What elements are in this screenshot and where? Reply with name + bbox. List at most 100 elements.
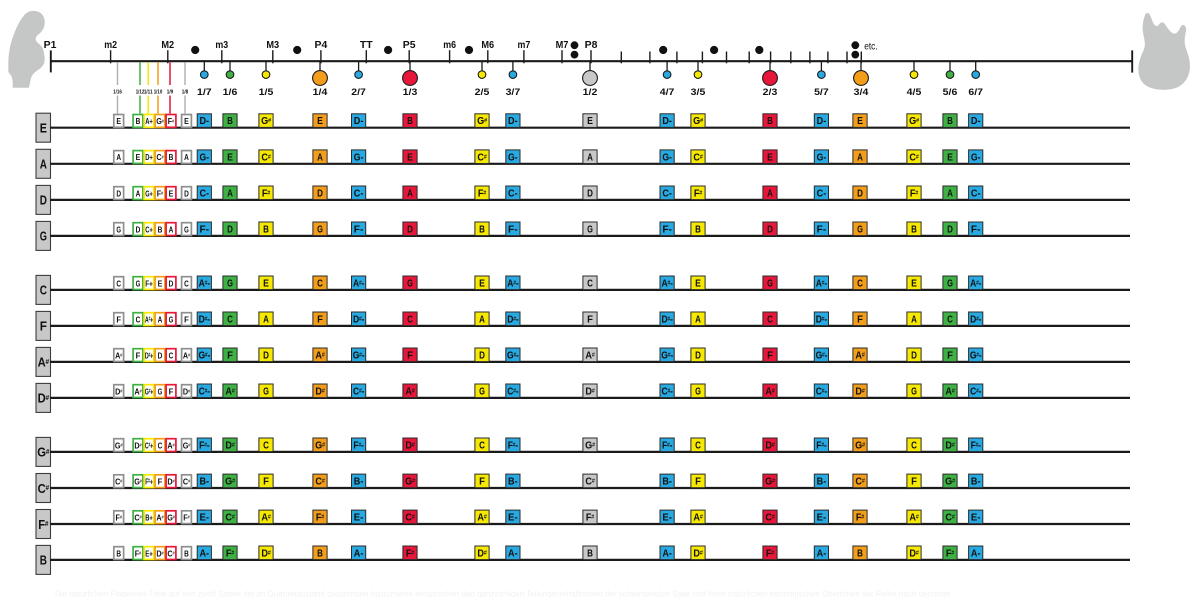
svg-text:D#: D# (477, 548, 486, 559)
svg-text:C#: C# (38, 481, 50, 496)
svg-text:C: C (767, 314, 773, 325)
svg-text:B-: B- (817, 477, 827, 488)
svg-text:A#: A# (477, 512, 486, 523)
svg-text:A+: A+ (145, 116, 153, 126)
svg-text:A#: A# (225, 386, 234, 397)
svg-text:A#+: A#+ (145, 314, 153, 325)
svg-text:B: B (911, 224, 917, 235)
svg-text:F#: F# (766, 548, 774, 559)
svg-text:F#-: F#- (971, 440, 981, 451)
svg-text:C#: C# (183, 477, 191, 487)
svg-text:F: F (587, 314, 593, 325)
svg-text:C#: C# (945, 512, 954, 523)
svg-text:F#: F# (38, 517, 48, 532)
svg-text:B: B (263, 224, 269, 235)
svg-text:F#: F# (856, 512, 864, 523)
svg-text:C#: C# (315, 476, 324, 487)
svg-text:F: F (479, 477, 485, 488)
svg-text:F: F (136, 350, 141, 360)
svg-text:A: A (947, 188, 953, 199)
svg-text:4/7: 4/7 (660, 87, 675, 98)
svg-text:C#: C# (909, 152, 918, 163)
svg-text:A#-: A#- (662, 278, 673, 289)
svg-text:D: D (947, 224, 953, 235)
svg-text:G: G (184, 224, 189, 234)
svg-text:F#-: F#- (199, 440, 209, 451)
svg-text:1/4: 1/4 (313, 87, 328, 98)
svg-text:G#: G# (909, 116, 919, 127)
svg-text:D: D (767, 224, 773, 235)
svg-text:D: D (857, 188, 863, 199)
svg-text:5/7: 5/7 (814, 87, 829, 98)
svg-text:TT: TT (360, 40, 373, 51)
svg-text:2/7: 2/7 (351, 87, 366, 98)
svg-text:2/5: 2/5 (475, 87, 490, 98)
svg-text:C: C (479, 440, 485, 451)
svg-text:E: E (184, 116, 189, 126)
svg-text:G-: G- (508, 152, 518, 163)
svg-text:C: C (911, 440, 917, 451)
svg-text:E: E (407, 152, 413, 163)
svg-text:G#: G# (37, 445, 49, 460)
svg-text:D#: D# (156, 549, 164, 559)
svg-text:G-: G- (971, 152, 981, 163)
svg-text:D#-: D#- (353, 314, 364, 325)
svg-text:C#: C# (855, 476, 864, 487)
svg-text:m7: m7 (518, 40, 531, 51)
svg-text:A#: A# (183, 351, 191, 361)
svg-text:G#: G# (855, 440, 865, 451)
svg-text:A: A (136, 188, 141, 198)
svg-text:B: B (227, 116, 233, 127)
svg-text:A: A (116, 152, 121, 162)
svg-text:G: G (587, 224, 593, 235)
svg-text:D#-: D#- (199, 314, 210, 325)
svg-text:B: B (695, 224, 701, 235)
svg-text:D-: D- (199, 116, 209, 127)
svg-text:F#: F# (586, 512, 594, 523)
svg-text:A#: A# (156, 513, 164, 523)
svg-text:C#-: C#- (199, 386, 210, 397)
svg-text:C#: C# (225, 512, 234, 523)
svg-text:F-: F- (199, 224, 209, 235)
svg-text:D: D (479, 350, 485, 361)
svg-text:E: E (136, 152, 141, 162)
svg-text:F: F (169, 386, 174, 396)
svg-text:6/7: 6/7 (968, 87, 983, 98)
svg-text:C#-: C#- (816, 386, 827, 397)
svg-text:C#: C# (405, 512, 414, 523)
svg-text:M6: M6 (481, 40, 494, 51)
svg-text:G#: G# (115, 441, 123, 451)
svg-text:B: B (158, 224, 163, 234)
svg-text:G: G (227, 278, 233, 289)
svg-text:D-: D- (354, 116, 364, 127)
svg-text:A-: A- (971, 548, 981, 559)
svg-text:A-: A- (354, 548, 364, 559)
svg-text:B: B (479, 224, 485, 235)
svg-text:C+: C+ (145, 224, 153, 234)
svg-text:M3: M3 (266, 40, 279, 51)
svg-text:C#-: C#- (353, 386, 364, 397)
svg-text:G#-: G#- (507, 350, 519, 361)
svg-text:M7: M7 (556, 40, 569, 51)
svg-text:E: E (169, 188, 174, 198)
svg-text:A#: A# (693, 512, 702, 523)
svg-text:G: G (479, 386, 485, 397)
svg-text:F#: F# (478, 188, 486, 199)
svg-text:A#-: A#- (970, 278, 981, 289)
svg-text:F: F (911, 477, 917, 488)
svg-text:D#: D# (225, 440, 234, 451)
svg-text:m2: m2 (104, 40, 117, 51)
svg-text:E: E (263, 278, 269, 289)
svg-text:F: F (695, 477, 701, 488)
svg-text:B-: B- (662, 477, 672, 488)
svg-text:P1: P1 (44, 40, 57, 51)
svg-text:E: E (479, 278, 485, 289)
svg-text:D#: D# (693, 548, 702, 559)
svg-text:E: E (587, 116, 593, 127)
svg-text:C: C (587, 278, 593, 289)
svg-text:D#: D# (134, 441, 142, 451)
svg-text:C#-: C#- (970, 386, 981, 397)
svg-text:P5: P5 (403, 40, 416, 51)
svg-text:G#: G# (693, 116, 703, 127)
svg-text:1/16: 1/16 (113, 90, 122, 96)
